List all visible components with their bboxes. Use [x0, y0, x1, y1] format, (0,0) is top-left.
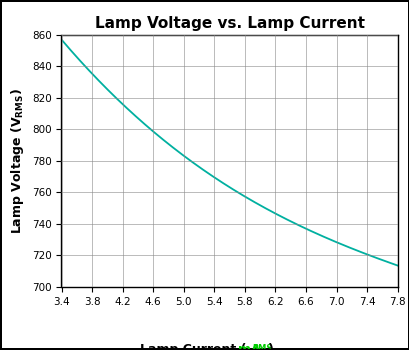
Y-axis label: Lamp Voltage (V$_{\mathbf{RMS}}$): Lamp Voltage (V$_{\mathbf{RMS}}$) [9, 88, 27, 234]
Text: RMS: RMS [252, 344, 272, 350]
Text: mA: mA [238, 343, 260, 350]
Title: Lamp Voltage vs. Lamp Current: Lamp Voltage vs. Lamp Current [94, 16, 364, 31]
Text: Lamp Current (: Lamp Current ( [140, 343, 246, 350]
Text: ): ) [268, 343, 274, 350]
